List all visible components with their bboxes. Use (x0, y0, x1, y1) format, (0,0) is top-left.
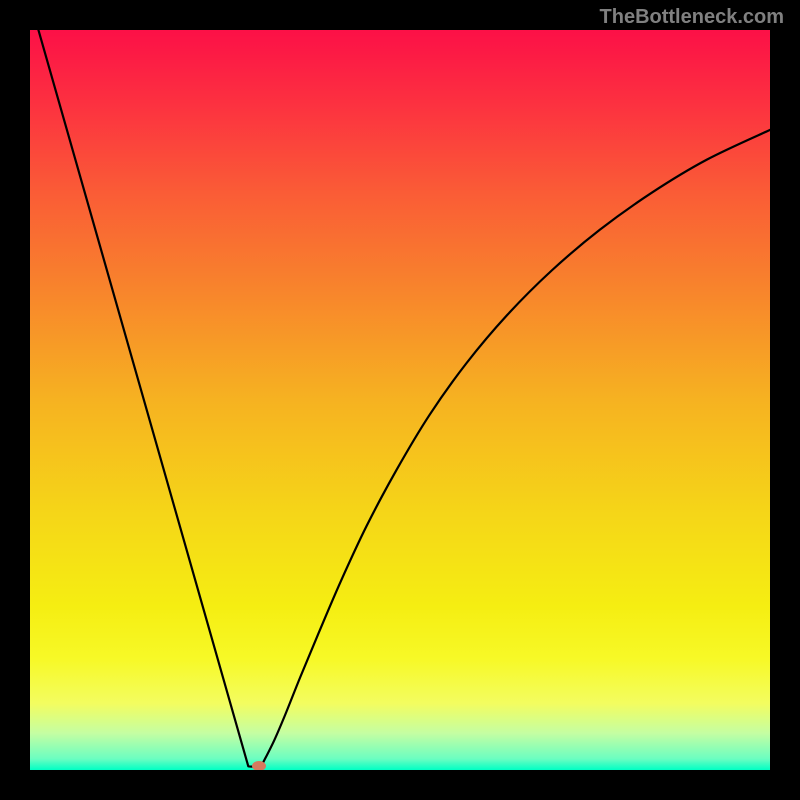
minimum-point-marker (252, 761, 266, 770)
watermark-text: TheBottleneck.com (600, 6, 784, 29)
plot-area (30, 30, 770, 770)
bottleneck-curve (30, 30, 770, 767)
chart-line-layer (30, 30, 770, 770)
